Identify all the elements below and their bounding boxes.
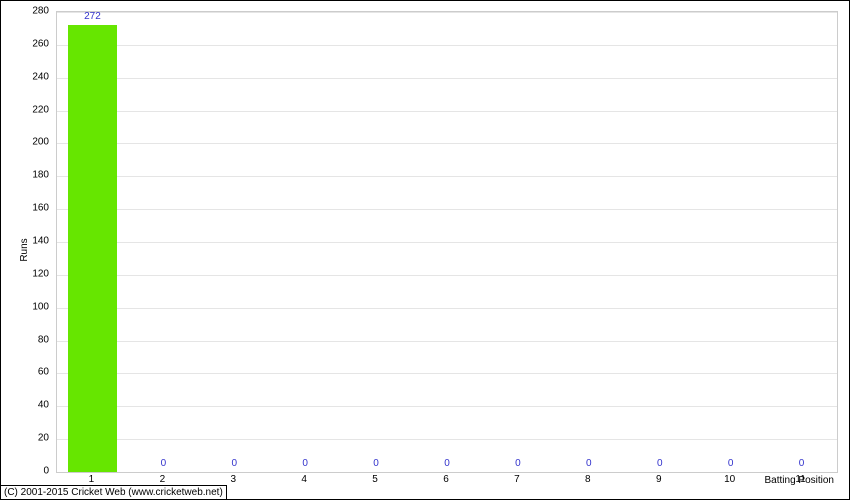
y-tick-label: 120 <box>32 268 49 279</box>
y-tick-label: 140 <box>32 236 49 247</box>
grid-line <box>57 341 837 342</box>
x-tick-label: 2 <box>160 474 166 485</box>
grid-line <box>57 209 837 210</box>
bar-value-label: 0 <box>231 458 237 469</box>
chart-container: 2720000000000 Runs Batting Position (C) … <box>0 0 850 500</box>
bar-value-label: 272 <box>84 11 101 22</box>
grid-line <box>57 308 837 309</box>
x-tick-label: 11 <box>795 474 805 485</box>
y-tick-label: 80 <box>38 334 49 345</box>
grid-line <box>57 176 837 177</box>
bar-value-label: 0 <box>373 458 379 469</box>
y-tick-label: 40 <box>38 400 49 411</box>
y-tick-label: 220 <box>32 104 49 115</box>
grid-line <box>57 12 837 13</box>
y-axis-label: Runs <box>19 238 30 261</box>
y-tick-label: 240 <box>32 71 49 82</box>
y-tick-label: 200 <box>32 137 49 148</box>
y-tick-label: 160 <box>32 203 49 214</box>
x-tick-label: 10 <box>724 474 735 485</box>
y-tick-label: 20 <box>38 433 49 444</box>
y-tick-label: 180 <box>32 170 49 181</box>
y-tick-label: 260 <box>32 38 49 49</box>
x-tick-label: 6 <box>443 474 449 485</box>
bar-value-label: 0 <box>799 458 805 469</box>
x-tick-label: 8 <box>585 474 591 485</box>
copyright-text: (C) 2001-2015 Cricket Web (www.cricketwe… <box>0 485 227 500</box>
bar-value-label: 0 <box>302 458 308 469</box>
grid-line <box>57 275 837 276</box>
bar-value-label: 0 <box>586 458 592 469</box>
x-tick-label: 3 <box>230 474 236 485</box>
grid-line <box>57 78 837 79</box>
bar-value-label: 0 <box>161 458 167 469</box>
x-tick-label: 4 <box>301 474 307 485</box>
x-tick-label: 5 <box>372 474 378 485</box>
x-tick-label: 1 <box>89 474 95 485</box>
x-tick-label: 7 <box>514 474 520 485</box>
grid-line <box>57 373 837 374</box>
grid-line <box>57 406 837 407</box>
grid-line <box>57 242 837 243</box>
y-tick-label: 100 <box>32 301 49 312</box>
bar-value-label: 0 <box>515 458 521 469</box>
x-tick-label: 9 <box>656 474 662 485</box>
bar-value-label: 0 <box>657 458 663 469</box>
y-tick-label: 60 <box>38 367 49 378</box>
grid-line <box>57 111 837 112</box>
grid-line <box>57 143 837 144</box>
chart-plot-area: 272 0 0 0 0 0 0 0 0 0 0 <box>56 11 838 473</box>
bar <box>68 25 118 472</box>
grid-line <box>57 45 837 46</box>
grid-line <box>57 439 837 440</box>
bar-value-label: 0 <box>444 458 450 469</box>
y-tick-label: 0 <box>43 466 49 477</box>
bar-value-label: 0 <box>728 458 734 469</box>
y-tick-label: 280 <box>32 6 49 17</box>
